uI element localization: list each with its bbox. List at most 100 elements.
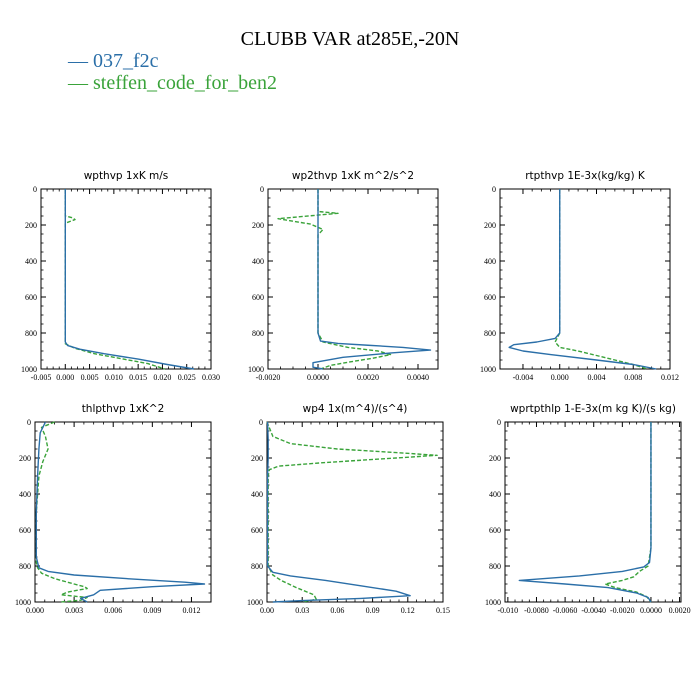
y-tick-label: 1000	[480, 365, 496, 374]
series-line-037-f2c	[508, 189, 657, 370]
y-tick-label: 400	[484, 257, 496, 266]
x-tick-label: 0.015	[129, 373, 147, 382]
x-tick-label: 0.025	[178, 373, 196, 382]
series-line-steffen-code	[277, 189, 392, 370]
x-tick-label: -0.004	[513, 373, 534, 382]
x-tick-label: 0.005	[81, 373, 99, 382]
x-tick-label: -0.010	[498, 606, 519, 615]
legend-entry-037-f2c: — 037_f2c	[68, 50, 159, 72]
x-tick-label: 0.09	[366, 606, 380, 615]
y-tick-label: 200	[251, 454, 263, 463]
series-line-037-f2c	[312, 189, 432, 370]
y-tick-label: 400	[251, 490, 263, 499]
y-tick-label: 600	[19, 526, 31, 535]
y-tick-label: 800	[19, 562, 31, 571]
y-tick-label: 0	[27, 418, 31, 427]
plot-frame	[267, 188, 439, 370]
y-tick-label: 200	[25, 221, 37, 230]
panel-3: rtpthvp 1E-3x(kg/kg) K 0 200 400 600 800 1000 -…	[480, 170, 679, 382]
x-tick-label: 0.000	[26, 606, 44, 615]
series-line-steffen-code	[64, 189, 166, 370]
y-tick-label: 1000	[21, 365, 37, 374]
plot-frame	[266, 421, 444, 603]
x-tick-label: 0.006	[104, 606, 122, 615]
plot-frame	[499, 188, 671, 370]
x-tick-label: 0.03	[295, 606, 309, 615]
x-tick-label: 0.012	[182, 606, 200, 615]
x-tick-label: 0.0040	[407, 373, 429, 382]
y-tick-label: 0	[497, 418, 501, 427]
y-tick-label: 800	[25, 329, 37, 338]
x-tick-label: -0.0060	[553, 606, 578, 615]
panel-title: wpthvp 1xK m/s	[84, 170, 169, 182]
series-line-steffen-code	[35, 421, 88, 603]
y-tick-label: 1000	[248, 365, 264, 374]
x-tick-label: 0.000	[56, 373, 74, 382]
panel-1: wpthvp 1xK m/s 0 200 400 600 800 1000-0.005 0.0…	[21, 170, 220, 382]
y-tick-label: 800	[251, 562, 263, 571]
series-line-037-f2c	[64, 189, 195, 370]
y-tick-label: 0	[259, 418, 263, 427]
series-line-037-f2c	[35, 421, 206, 603]
chart-title: CLUBB VAR at285E,-20N	[240, 28, 460, 50]
series-line-steffen-code	[604, 422, 652, 603]
y-tick-label: 200	[484, 221, 496, 230]
plot-frame	[40, 188, 212, 370]
y-tick-label: 400	[25, 257, 37, 266]
x-tick-label: 0.0020	[669, 606, 691, 615]
x-tick-label: 0.009	[143, 606, 161, 615]
y-tick-label: 1000	[247, 598, 263, 607]
y-tick-label: 0	[260, 185, 264, 194]
y-tick-label: 800	[484, 329, 496, 338]
x-tick-label: -0.0020	[610, 606, 635, 615]
x-tick-label: 0.030	[202, 373, 220, 382]
y-tick-label: 600	[489, 526, 501, 535]
panel-title: wprtpthlp 1-E-3x(m kg K)/(s kg)	[510, 403, 676, 415]
y-tick-label: 400	[19, 490, 31, 499]
plot-frame	[34, 421, 212, 603]
legend-entry-steffen-code: — steffen_code_for_ben2	[68, 72, 278, 94]
y-tick-label: 1000	[485, 598, 501, 607]
panel-2: wp2thvp 1xK m^2/s^2 0 200 400 600 800 1000-0.0…	[248, 170, 439, 382]
panel-title: rtpthvp 1E-3x(kg/kg) K	[525, 170, 646, 182]
series-line-steffen-code	[554, 189, 648, 370]
y-tick-label: 800	[252, 329, 264, 338]
panel-6: wprtpthlp 1-E-3x(m kg K)/(s kg) 0 200 400 60…	[485, 403, 691, 615]
x-tick-label: 0.12	[401, 606, 415, 615]
series-line-037-f2c	[266, 421, 411, 603]
y-tick-label: 200	[19, 454, 31, 463]
y-tick-label: 400	[252, 257, 264, 266]
x-tick-label: 0.0020	[357, 373, 379, 382]
panel-title: wp2thvp 1xK m^2/s^2	[292, 170, 414, 182]
y-tick-label: 0	[492, 185, 496, 194]
panel-title: wp4 1x(m^4)/(s^4)	[303, 403, 408, 415]
x-tick-label: 0.010	[105, 373, 123, 382]
y-tick-label: 600	[252, 293, 264, 302]
x-tick-label: 0.0000	[307, 373, 329, 382]
y-tick-label: 800	[489, 562, 501, 571]
y-tick-label: 600	[251, 526, 263, 535]
x-tick-label: 0.004	[587, 373, 605, 382]
x-tick-label: -0.0040	[581, 606, 606, 615]
x-tick-label: -0.0020	[256, 373, 281, 382]
x-tick-label: 0.008	[624, 373, 642, 382]
x-tick-label: 0.020	[153, 373, 171, 382]
y-tick-label: 200	[489, 454, 501, 463]
y-tick-label: 1000	[15, 598, 31, 607]
x-tick-label: 0.06	[330, 606, 344, 615]
y-tick-label: 600	[25, 293, 37, 302]
series-line-037-f2c	[518, 422, 652, 603]
y-tick-label: 0	[33, 185, 37, 194]
x-tick-label: 0.15	[436, 606, 450, 615]
y-tick-label: 600	[484, 293, 496, 302]
x-tick-label: -0.005	[31, 373, 52, 382]
x-tick-label: 0.00	[260, 606, 274, 615]
x-tick-label: -0.0080	[524, 606, 549, 615]
y-tick-label: 200	[252, 221, 264, 230]
series-line-steffen-code	[266, 421, 438, 603]
x-tick-label: 0.0000	[640, 606, 662, 615]
x-tick-label: 0.000	[551, 373, 569, 382]
